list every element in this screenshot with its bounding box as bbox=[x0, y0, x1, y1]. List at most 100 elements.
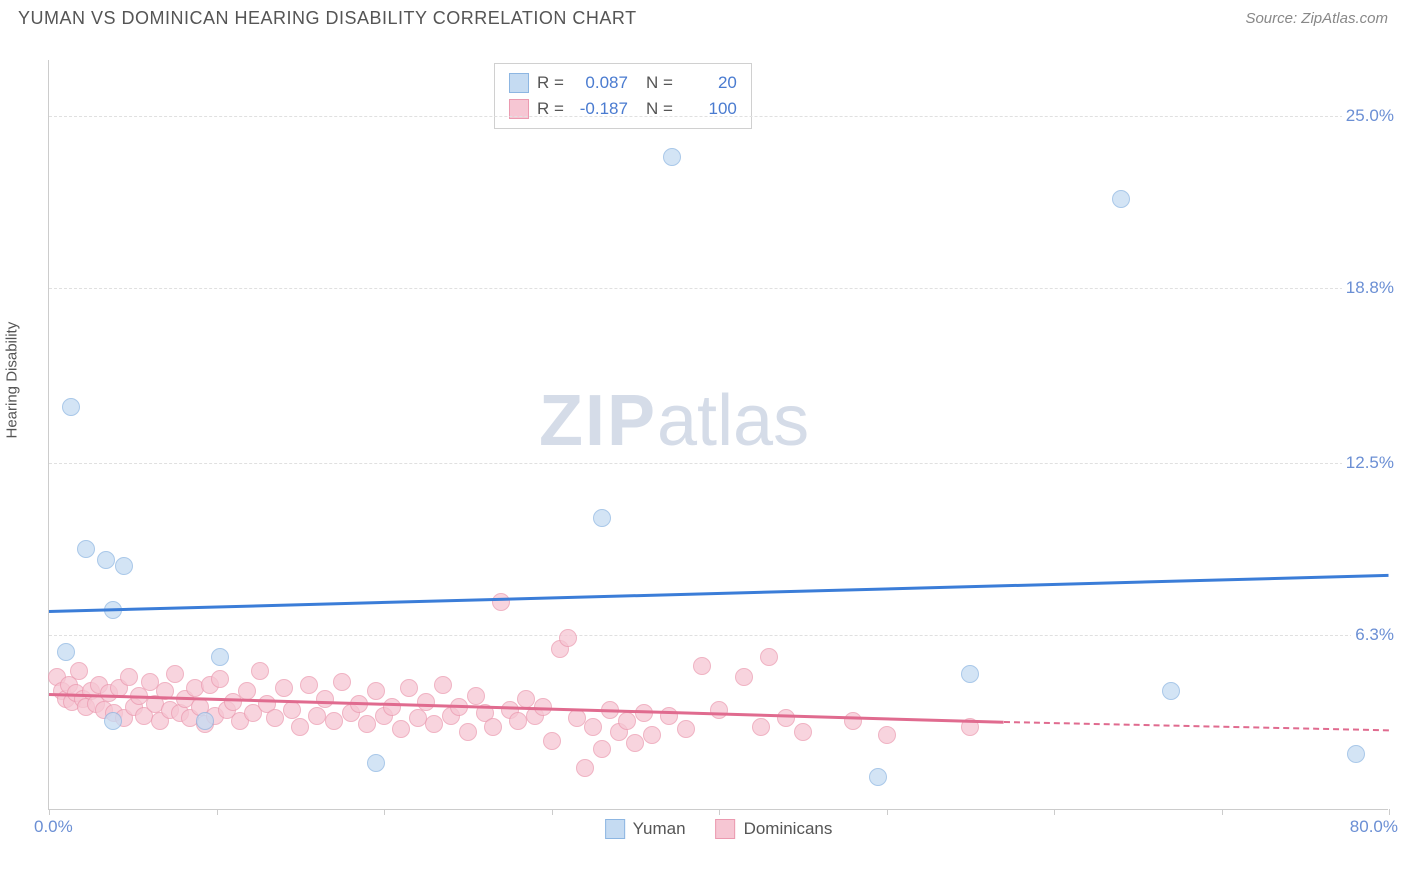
data-point-dominicans bbox=[735, 668, 753, 686]
data-point-yuman bbox=[57, 643, 75, 661]
data-point-yuman bbox=[196, 712, 214, 730]
data-point-dominicans bbox=[878, 726, 896, 744]
data-point-yuman bbox=[961, 665, 979, 683]
data-point-dominicans bbox=[308, 707, 326, 725]
data-point-dominicans bbox=[559, 629, 577, 647]
data-point-dominicans bbox=[275, 679, 293, 697]
x-tick bbox=[49, 809, 50, 815]
x-max-label: 80.0% bbox=[1350, 817, 1398, 837]
grid-line bbox=[49, 635, 1388, 636]
data-point-dominicans bbox=[710, 701, 728, 719]
data-point-dominicans bbox=[844, 712, 862, 730]
x-origin-label: 0.0% bbox=[34, 817, 73, 837]
data-point-yuman bbox=[1112, 190, 1130, 208]
grid-line bbox=[49, 116, 1388, 117]
x-tick bbox=[719, 809, 720, 815]
data-point-dominicans bbox=[291, 718, 309, 736]
swatch-yuman bbox=[509, 73, 529, 93]
swatch-yuman bbox=[605, 819, 625, 839]
data-point-dominicans bbox=[120, 668, 138, 686]
x-tick bbox=[217, 809, 218, 815]
legend-item-yuman: Yuman bbox=[605, 819, 686, 839]
legend-item-dominicans: Dominicans bbox=[716, 819, 833, 839]
y-axis-label: Hearing Disability bbox=[4, 322, 21, 439]
data-point-dominicans bbox=[626, 734, 644, 752]
data-point-dominicans bbox=[618, 712, 636, 730]
data-point-dominicans bbox=[166, 665, 184, 683]
x-tick bbox=[552, 809, 553, 815]
y-tick-label: 12.5% bbox=[1342, 453, 1398, 473]
data-point-dominicans bbox=[251, 662, 269, 680]
data-point-yuman bbox=[77, 540, 95, 558]
data-point-dominicans bbox=[593, 740, 611, 758]
data-point-dominicans bbox=[492, 593, 510, 611]
data-point-dominicans bbox=[417, 693, 435, 711]
data-point-dominicans bbox=[367, 682, 385, 700]
data-point-yuman bbox=[211, 648, 229, 666]
data-point-dominicans bbox=[283, 701, 301, 719]
legend-row-yuman: R = 0.087 N = 20 bbox=[509, 70, 737, 96]
grid-line bbox=[49, 288, 1388, 289]
data-point-dominicans bbox=[660, 707, 678, 725]
legend-row-dominicans: R = -0.187 N = 100 bbox=[509, 96, 737, 122]
data-point-dominicans bbox=[333, 673, 351, 691]
trend-extrapolation-dominicans bbox=[1004, 721, 1389, 731]
data-point-yuman bbox=[104, 712, 122, 730]
data-point-yuman bbox=[593, 509, 611, 527]
data-point-dominicans bbox=[543, 732, 561, 750]
chart-title: YUMAN VS DOMINICAN HEARING DISABILITY CO… bbox=[18, 8, 637, 29]
data-point-dominicans bbox=[434, 676, 452, 694]
data-point-dominicans bbox=[693, 657, 711, 675]
data-point-dominicans bbox=[509, 712, 527, 730]
data-point-dominicans bbox=[752, 718, 770, 736]
data-point-dominicans bbox=[467, 687, 485, 705]
x-tick bbox=[887, 809, 888, 815]
data-point-dominicans bbox=[325, 712, 343, 730]
source-attribution: Source: ZipAtlas.com bbox=[1245, 10, 1388, 27]
data-point-dominicans bbox=[316, 690, 334, 708]
data-point-dominicans bbox=[643, 726, 661, 744]
data-point-yuman bbox=[663, 148, 681, 166]
y-tick-label: 6.3% bbox=[1351, 625, 1398, 645]
watermark: ZIPatlas bbox=[539, 380, 809, 462]
data-point-dominicans bbox=[517, 690, 535, 708]
scatter-chart: ZIPatlas R = 0.087 N = 20 R = -0.187 N =… bbox=[48, 60, 1388, 810]
trend-line-yuman bbox=[49, 574, 1389, 613]
data-point-yuman bbox=[1162, 682, 1180, 700]
data-point-dominicans bbox=[760, 648, 778, 666]
data-point-yuman bbox=[367, 754, 385, 772]
data-point-dominicans bbox=[484, 718, 502, 736]
data-point-dominicans bbox=[400, 679, 418, 697]
data-point-yuman bbox=[869, 768, 887, 786]
x-tick bbox=[1054, 809, 1055, 815]
data-point-yuman bbox=[1347, 745, 1365, 763]
correlation-legend: R = 0.087 N = 20 R = -0.187 N = 100 bbox=[494, 63, 752, 129]
r-value-yuman: 0.087 bbox=[572, 73, 628, 93]
data-point-dominicans bbox=[794, 723, 812, 741]
data-point-dominicans bbox=[568, 709, 586, 727]
data-point-dominicans bbox=[70, 662, 88, 680]
data-point-dominicans bbox=[777, 709, 795, 727]
data-point-dominicans bbox=[211, 670, 229, 688]
data-point-dominicans bbox=[383, 698, 401, 716]
data-point-dominicans bbox=[584, 718, 602, 736]
data-point-dominicans bbox=[358, 715, 376, 733]
x-tick bbox=[384, 809, 385, 815]
data-point-dominicans bbox=[576, 759, 594, 777]
data-point-dominicans bbox=[677, 720, 695, 738]
y-tick-label: 25.0% bbox=[1342, 106, 1398, 126]
data-point-dominicans bbox=[392, 720, 410, 738]
data-point-dominicans bbox=[238, 682, 256, 700]
y-tick-label: 18.8% bbox=[1342, 278, 1398, 298]
data-point-yuman bbox=[62, 398, 80, 416]
x-tick bbox=[1222, 809, 1223, 815]
x-tick bbox=[1389, 809, 1390, 815]
data-point-yuman bbox=[97, 551, 115, 569]
n-value-yuman: 20 bbox=[681, 73, 737, 93]
data-point-dominicans bbox=[266, 709, 284, 727]
data-point-yuman bbox=[115, 557, 133, 575]
swatch-dominicans bbox=[716, 819, 736, 839]
data-point-dominicans bbox=[459, 723, 477, 741]
data-point-dominicans bbox=[300, 676, 318, 694]
data-point-dominicans bbox=[425, 715, 443, 733]
